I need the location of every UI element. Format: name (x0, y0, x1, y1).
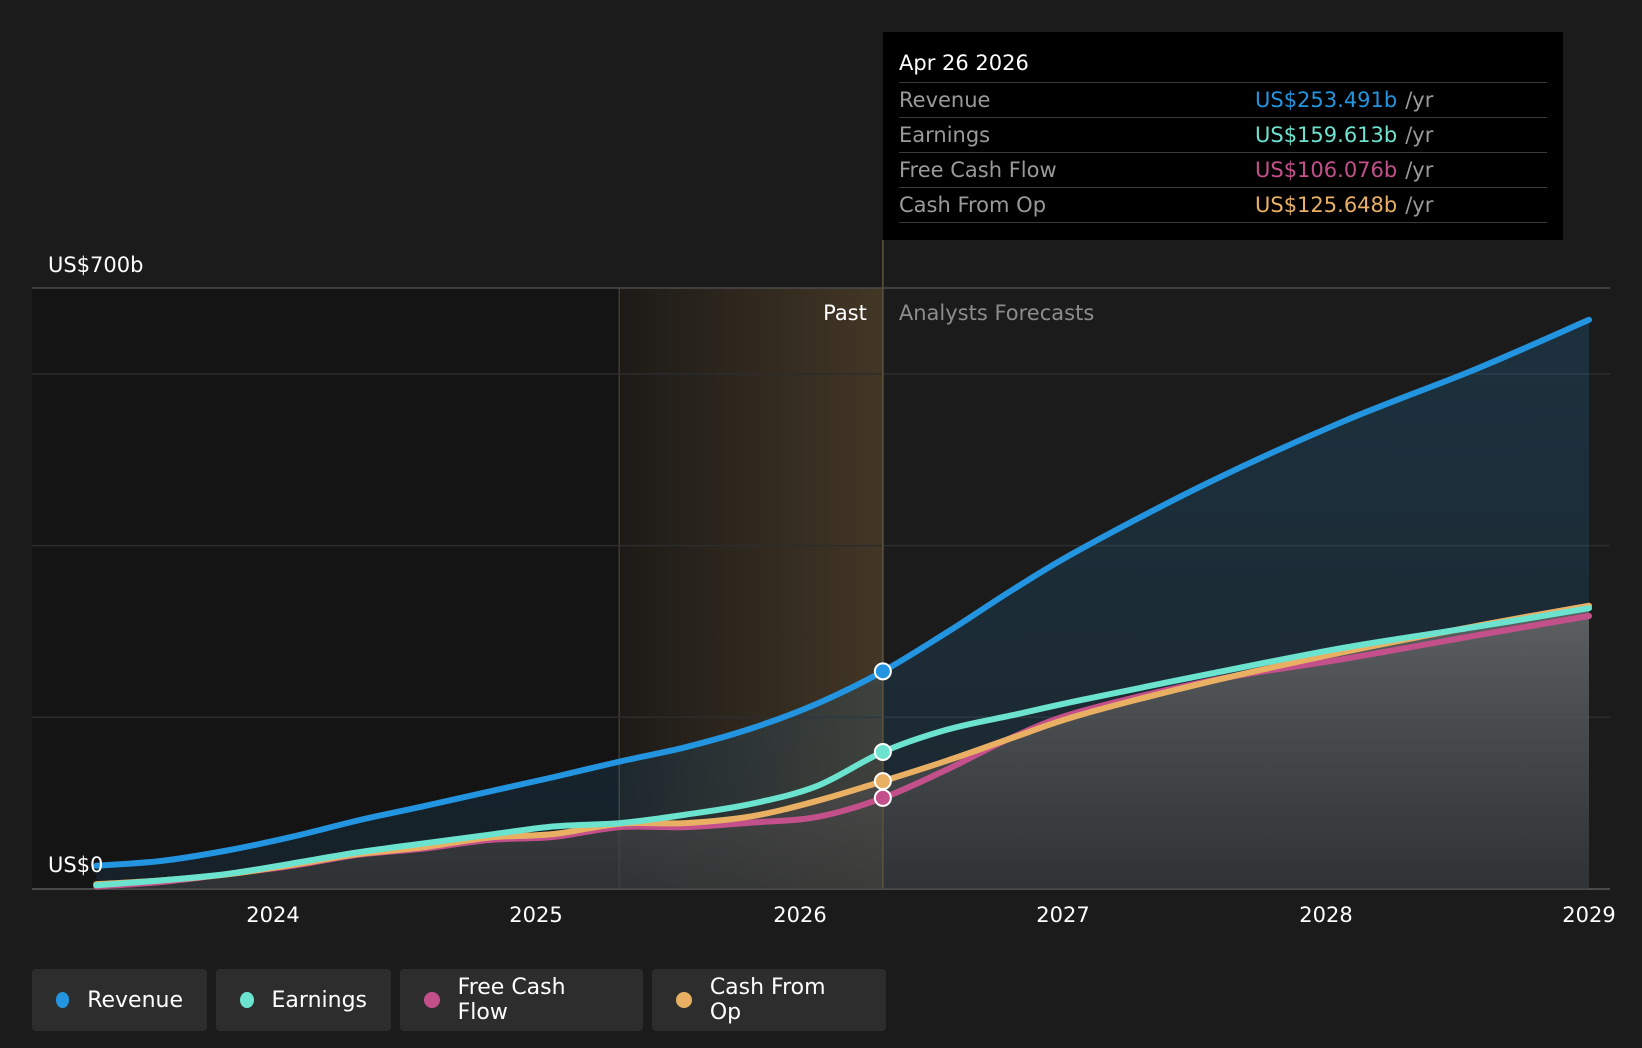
legend-dot-icon (56, 992, 70, 1008)
legend-dot-icon (424, 992, 440, 1008)
x-tick-label: 2029 (1562, 903, 1615, 927)
forecast-label: Analysts Forecasts (899, 301, 1094, 325)
tooltip-date: Apr 26 2026 (899, 48, 1547, 83)
series-lines (93, 316, 1592, 890)
tooltip-label: Free Cash Flow (899, 158, 1057, 182)
y-axis-labels: US$700b US$0 (48, 253, 143, 877)
tooltip-row-cash-from-op: Cash From Op US$125.648b /yr (899, 188, 1547, 223)
tooltip-value: US$106.076b (1255, 158, 1398, 182)
earnings-marker (873, 742, 892, 761)
revenue-line (93, 316, 1592, 869)
y-tick-label: US$700b (48, 253, 143, 277)
hover-markers (873, 662, 892, 807)
cash-from-op-marker (873, 772, 892, 791)
tooltip-value: US$253.491b (1255, 88, 1398, 112)
tooltip-label: Cash From Op (899, 193, 1047, 217)
tooltip-row-earnings: Earnings US$159.613b /yr (899, 118, 1547, 153)
cash-area (96, 605, 1590, 889)
tooltip-row-free-cash-flow: Free Cash Flow US$106.076b /yr (899, 153, 1547, 188)
earnings-line (93, 605, 1592, 889)
x-tick-label: 2027 (1036, 903, 1089, 927)
legend-label: Free Cash Flow (457, 975, 566, 1025)
tooltip-value: US$159.613b (1255, 123, 1398, 147)
legend-item-revenue[interactable]: Revenue (32, 969, 207, 1031)
legend-label: Revenue (87, 987, 183, 1013)
revenue-marker (873, 662, 892, 681)
x-axis-labels: 2024 2025 2026 2027 2028 2029 (246, 903, 1615, 927)
tooltip-row-revenue: Revenue US$253.491b /yr (899, 83, 1547, 118)
tooltip: Apr 26 2026 Revenue US$253.491b /yr Earn… (883, 32, 1563, 240)
legend-label: Cash From Op (709, 975, 826, 1025)
x-tick-label: 2025 (509, 903, 562, 927)
legend-item-cash-from-op[interactable]: Cash From Op (652, 969, 886, 1031)
y-tick-label: US$0 (48, 853, 103, 877)
tooltip-label: Earnings (899, 123, 991, 147)
x-tick-label: 2028 (1299, 903, 1352, 927)
tooltip-unit: /yr (1405, 158, 1434, 182)
legend-dot-icon (240, 992, 254, 1008)
tooltip-unit: /yr (1405, 123, 1434, 147)
legend-item-earnings[interactable]: Earnings (216, 969, 391, 1031)
tooltip-value: US$125.648b (1255, 193, 1398, 217)
x-tick-label: 2024 (246, 903, 299, 927)
x-tick-label: 2026 (773, 903, 826, 927)
legend-label: Earnings (271, 987, 367, 1013)
past-label: Past (823, 301, 867, 325)
tooltip-label: Revenue (899, 88, 991, 112)
free-cash-flow-marker (873, 788, 892, 807)
legend: Revenue Earnings Free Cash Flow Cash Fro… (32, 969, 886, 1031)
tooltip-unit: /yr (1405, 193, 1434, 217)
legend-item-free-cash-flow[interactable]: Free Cash Flow (400, 969, 643, 1031)
legend-dot-icon (676, 992, 692, 1008)
tooltip-unit: /yr (1405, 88, 1434, 112)
